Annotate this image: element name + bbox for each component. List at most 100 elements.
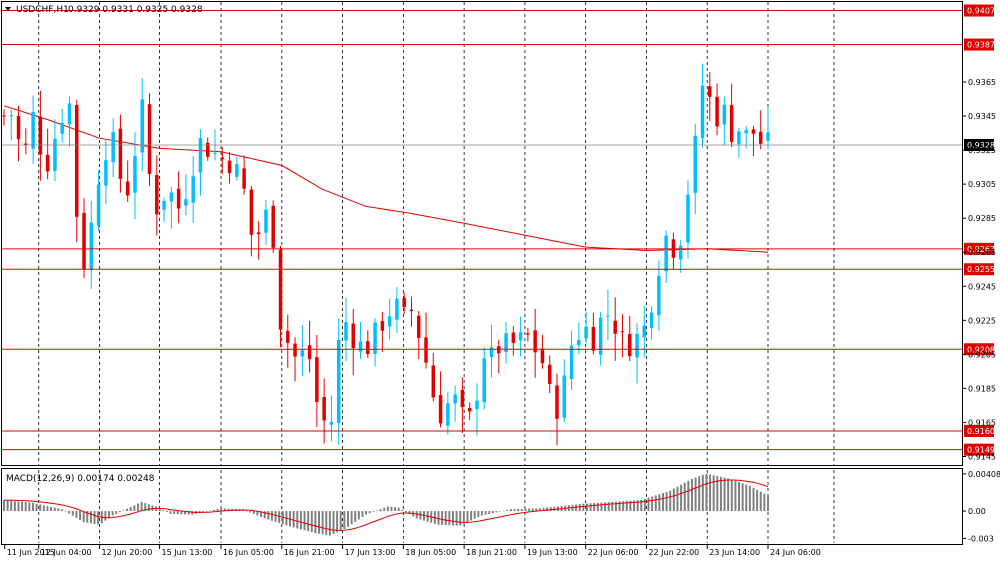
macd-histogram-bar xyxy=(202,511,205,513)
level-price-tag xyxy=(964,443,994,456)
macd-histogram-bar xyxy=(719,476,722,512)
macd-histogram-bar xyxy=(278,511,281,524)
candle-body xyxy=(460,389,465,408)
macd-histogram-bar xyxy=(42,505,45,512)
candle-body xyxy=(518,332,523,341)
candle-body xyxy=(766,132,770,141)
macd-histogram-bar xyxy=(716,476,719,512)
y-tick-label: 0.9345 xyxy=(968,112,996,121)
macd-histogram-bar xyxy=(448,511,451,526)
macd-histogram-bar xyxy=(745,484,748,512)
candle-body xyxy=(628,333,632,357)
candle-body xyxy=(16,115,21,140)
macd-histogram-bar xyxy=(397,507,400,512)
macd-histogram-bar xyxy=(129,507,132,512)
macd-histogram-bar xyxy=(633,500,636,512)
candle-body xyxy=(744,129,748,134)
macd-histogram-bar xyxy=(524,508,527,512)
macd-histogram-bar xyxy=(46,506,49,512)
candle-body xyxy=(140,99,144,153)
macd-histogram-bar xyxy=(303,511,306,531)
y-tick-label: 0.9285 xyxy=(968,214,996,223)
macd-histogram-bar xyxy=(643,498,646,512)
candle-body xyxy=(475,400,479,410)
x-tick-label: 11 Jun 2015 xyxy=(7,548,55,557)
candle-body xyxy=(169,192,174,202)
macd-histogram-bar xyxy=(180,511,183,515)
candle-body xyxy=(162,200,166,210)
macd-histogram-bar xyxy=(126,508,129,512)
candle-body xyxy=(562,375,567,418)
macd-histogram-bar xyxy=(115,511,118,514)
macd-histogram-bar xyxy=(604,502,607,512)
macd-histogram-bar xyxy=(531,508,534,512)
x-tick-label: 18 Jun 21:00 xyxy=(466,548,517,557)
macd-histogram-bar xyxy=(451,511,454,526)
main-panel-frame xyxy=(1,1,963,466)
macd-histogram-bar xyxy=(111,511,114,516)
macd-histogram-bar xyxy=(35,503,38,512)
macd-histogram-bar xyxy=(162,510,165,512)
macd-histogram-bar xyxy=(705,473,708,512)
macd-histogram-bar xyxy=(6,500,9,512)
macd-histogram-bar xyxy=(31,502,34,512)
candle-body xyxy=(125,181,130,196)
macd-histogram-bar xyxy=(499,511,502,512)
candle-body xyxy=(387,316,392,327)
macd-histogram-bar xyxy=(477,511,480,518)
macd-histogram-bar xyxy=(50,506,53,512)
macd-histogram-bar xyxy=(223,508,226,512)
macd-histogram-bar xyxy=(75,511,78,518)
candle-body xyxy=(329,421,334,425)
level-price-label: 0.9407 xyxy=(967,7,995,16)
y-tick-label: 0.9305 xyxy=(968,180,996,189)
candle-body xyxy=(482,358,486,403)
candle-body xyxy=(147,104,152,174)
macd-histogram-bar xyxy=(509,509,512,512)
macd-y-tick-label: -0.003 xyxy=(968,534,994,543)
candle-body xyxy=(38,116,43,155)
macd-histogram-bar xyxy=(629,500,632,512)
macd-histogram-bar xyxy=(104,511,107,521)
current-price-label: 0.9328 xyxy=(967,141,995,150)
macd-histogram-bar xyxy=(528,508,531,512)
candle-body xyxy=(649,312,654,329)
x-tick-label: 16 Jun 21:00 xyxy=(284,548,335,557)
macd-histogram-bar xyxy=(680,484,683,512)
macd-histogram-bar xyxy=(683,482,686,512)
macd-histogram-bar xyxy=(542,507,545,512)
candle-body xyxy=(176,188,181,209)
macd-histogram-bar xyxy=(147,504,150,512)
candle-body xyxy=(198,138,203,173)
level-price-tag xyxy=(964,38,994,51)
macd-histogram-bar xyxy=(144,503,147,512)
ohlc-values: 0.9329 0.9331 0.9325 0.9328 xyxy=(68,5,203,15)
macd-histogram-bar xyxy=(332,511,335,534)
macd-histogram-bar xyxy=(484,511,487,515)
macd-histogram-bar xyxy=(158,508,161,512)
macd-histogram-bar xyxy=(372,511,375,512)
candle-body xyxy=(424,337,428,363)
candle-body xyxy=(344,322,348,341)
macd-histogram-bar xyxy=(386,506,389,512)
candle-body xyxy=(336,339,341,424)
candle-body xyxy=(678,245,683,260)
collapse-arrow-icon[interactable] xyxy=(5,7,11,11)
candle-body xyxy=(278,249,283,330)
macd-histogram-bar xyxy=(709,474,712,512)
macd-histogram-bar xyxy=(310,511,313,533)
macd-histogram-bar xyxy=(600,502,603,512)
macd-histogram-bar xyxy=(665,491,668,512)
macd-histogram-bar xyxy=(506,509,509,512)
candle-body xyxy=(242,168,246,189)
candle-body xyxy=(264,209,268,233)
macd-histogram-bar xyxy=(513,509,516,512)
macd-histogram-bar xyxy=(676,486,679,512)
y-tick-label: 0.9205 xyxy=(968,350,996,359)
macd-histogram-bar xyxy=(321,511,324,535)
candle-body xyxy=(89,222,94,270)
macd-histogram-bar xyxy=(60,509,63,512)
macd-histogram-bar xyxy=(350,511,353,525)
macd-histogram-bar xyxy=(618,501,621,512)
level-price-label: 0.9149 xyxy=(967,446,995,455)
